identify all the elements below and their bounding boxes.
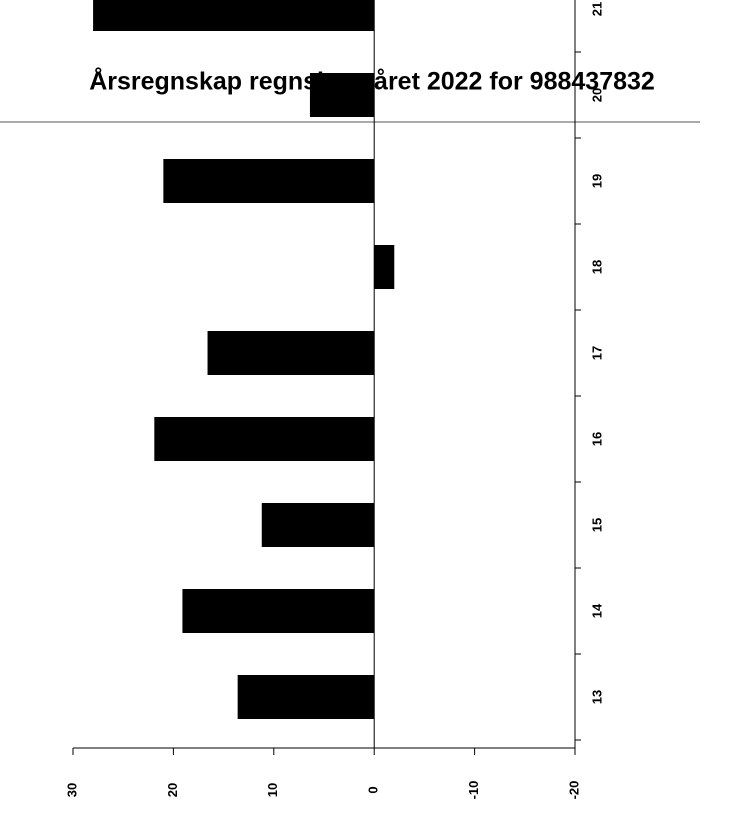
x-tick-label: 10 xyxy=(265,783,280,797)
bar xyxy=(154,417,375,461)
bar xyxy=(261,503,375,547)
y-tick-label: 17 xyxy=(589,346,604,360)
bar xyxy=(182,589,375,633)
y-tick-label: 16 xyxy=(589,432,604,446)
x-tick-label: 20 xyxy=(165,783,180,797)
y-tick-label: 20 xyxy=(589,88,604,102)
x-tick-label: -20 xyxy=(566,781,581,800)
bar xyxy=(374,245,395,289)
bar xyxy=(237,675,375,719)
x-tick-label: -10 xyxy=(466,781,481,800)
bar xyxy=(163,159,375,203)
bar xyxy=(93,0,375,31)
x-tick-label: 30 xyxy=(64,783,79,797)
bar xyxy=(309,73,375,117)
y-tick-label: 14 xyxy=(589,603,604,618)
y-tick-label: 18 xyxy=(589,260,604,274)
y-tick-label: 19 xyxy=(589,174,604,188)
bar xyxy=(207,331,375,375)
y-tick-label: 15 xyxy=(589,518,604,532)
x-tick-label: 0 xyxy=(366,786,381,793)
y-tick-label: 13 xyxy=(589,690,604,704)
y-tick-label: 21 xyxy=(589,2,604,16)
